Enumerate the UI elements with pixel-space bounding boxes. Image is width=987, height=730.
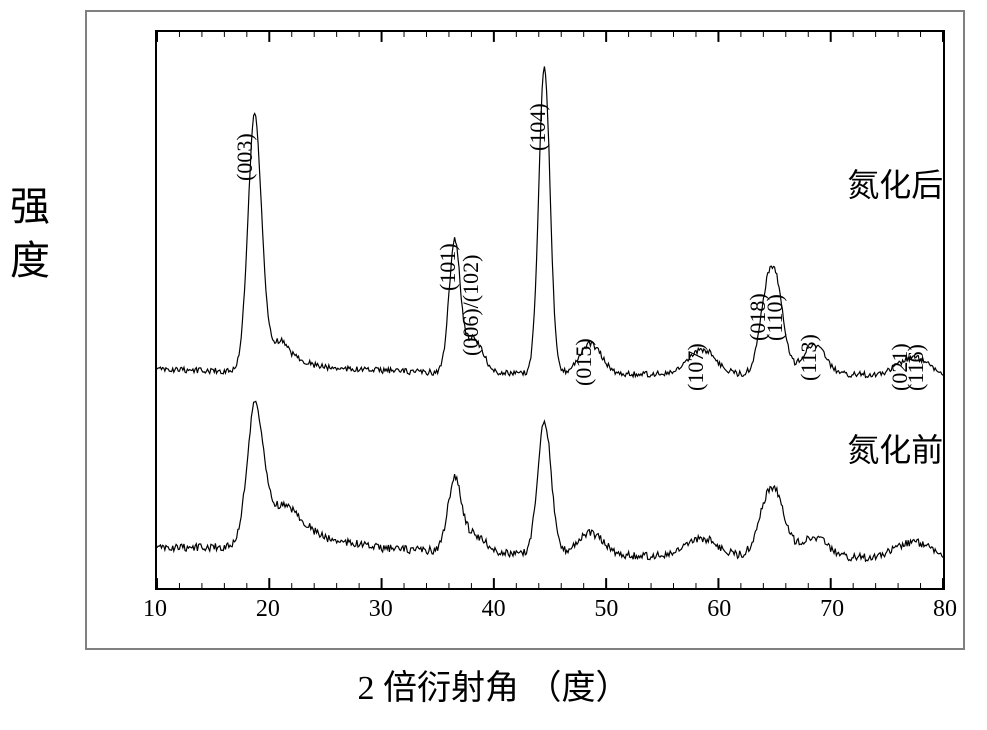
legend-before-nitriding: 氮化前 bbox=[847, 425, 943, 471]
x-axis-label: 2 倍衍射角 （度） bbox=[0, 660, 987, 709]
y-axis-label-char: 强 bbox=[0, 180, 60, 234]
y-axis-label: 强 度 bbox=[0, 180, 60, 288]
peak-index-label: (006)/(102) bbox=[458, 255, 484, 356]
figure-root: 强 度 2 倍衍射角 （度） 氮化后 氮化前 1020304050607080 … bbox=[0, 0, 987, 730]
x-tick-label: 40 bbox=[482, 596, 506, 623]
x-tick-label: 70 bbox=[820, 596, 844, 623]
x-tick-label: 60 bbox=[707, 596, 731, 623]
peak-index-label: (113) bbox=[796, 334, 822, 381]
peak-index-label: (107) bbox=[683, 343, 709, 391]
x-tick-label: 80 bbox=[933, 596, 957, 623]
peak-index-label: (003) bbox=[232, 133, 258, 181]
legend-after-nitriding: 氮化后 bbox=[847, 160, 943, 206]
peak-index-label: (015) bbox=[571, 338, 597, 386]
x-tick-label: 30 bbox=[369, 596, 393, 623]
peak-index-label: (116) bbox=[903, 344, 929, 391]
y-axis-label-char: 度 bbox=[0, 234, 60, 288]
x-tick-label: 10 bbox=[143, 596, 167, 623]
x-tick-label: 20 bbox=[256, 596, 280, 623]
peak-index-label: (104) bbox=[525, 103, 551, 151]
x-tick-label: 50 bbox=[594, 596, 618, 623]
peak-index-label: (110) bbox=[762, 294, 788, 341]
curve-before-nitriding bbox=[157, 401, 943, 561]
